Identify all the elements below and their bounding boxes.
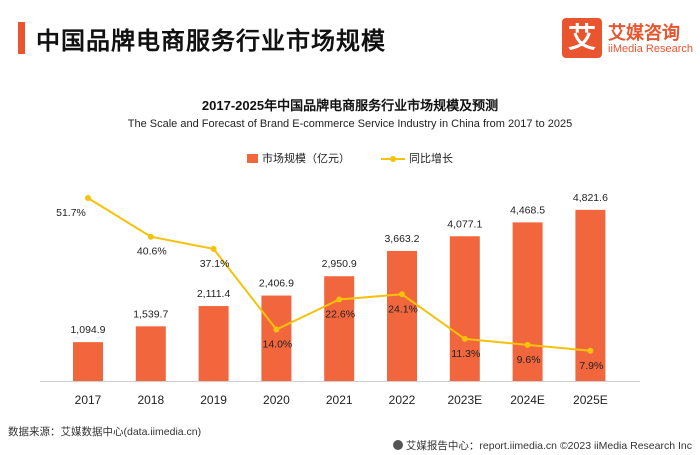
bar-2023E [449,236,480,381]
page-title: 中国品牌电商服务行业市场规模 [36,28,386,55]
x-tick-label: 2019 [200,393,227,407]
growth-point-2019 [210,245,217,252]
title-accent-bar [18,22,25,54]
growth-value-label: 51.7% [56,207,86,219]
data-source-note: 数据来源：艾媒数据中心(data.iimedia.cn) [8,426,202,438]
x-tick-label: 2025E [573,393,608,407]
title-bar: 中国品牌电商服务行业市场规模 艾 艾媒咨询 iiMedia Research [0,0,700,78]
legend-line-swatch-icon [381,154,406,163]
bar-2018 [135,326,166,381]
bar-2017 [73,342,103,381]
report-center-footer: 艾媒报告中心：report.iimedia.cn ©2023 iiMedia R… [392,438,692,453]
growth-value-label: 7.9% [579,360,603,372]
bar-2022 [387,250,417,381]
bar-2021 [324,276,355,381]
bar-2019 [198,306,229,381]
bar-2024E [512,222,543,381]
chart-legend: 市场规模（亿元） 同比增长 [0,150,700,166]
report-center-icon [392,440,403,450]
bar-value-label: 2,111.4 [197,288,231,300]
growth-point-2024E [524,341,531,348]
x-tick-label: 2022 [389,393,416,407]
growth-value-label: 40.6% [137,246,167,258]
bar-value-label: 2,406.9 [259,278,294,290]
bar-value-label: 4,077.1 [447,218,482,230]
growth-value-label: 14.0% [263,339,293,351]
growth-value-label: 9.6% [517,354,541,366]
x-tick-label: 2018 [137,393,164,407]
report-center-text: 艾媒报告中心：report.iimedia.cn ©2023 iiMedia R… [405,440,692,452]
bar-value-label: 3,663.2 [384,233,419,245]
growth-value-label: 11.3% [451,348,480,360]
growth-value-label: 24.1% [388,303,418,315]
legend-bar-label: 市场规模（亿元） [261,153,350,165]
growth-point-2022 [399,291,405,298]
legend-item-line: 同比增长 [381,150,453,166]
bar-value-label: 4,821.6 [573,192,608,204]
x-tick-label: 2020 [263,393,290,407]
bar-value-label: 1,094.9 [70,324,105,336]
legend-bar-swatch-icon [246,154,258,163]
iimedia-logo: 艾 艾媒咨询 iiMedia Research [562,18,693,62]
bar-value-label: 4,468.5 [510,204,545,216]
growth-value-label: 22.6% [325,309,355,321]
x-tick-label: 2021 [326,393,353,407]
chart-title: 2017-2025年中国品牌电商服务行业市场规模及预测 [201,98,499,113]
legend-item-bar: 市场规模（亿元） [246,150,350,166]
bar-value-label: 2,950.9 [322,258,357,270]
logo-mark-icon: 艾 [562,18,602,58]
chart-subtitle: The Scale and Forecast of Brand E-commer… [127,118,573,130]
x-tick-label: 2017 [75,393,102,407]
logo-cn-text: 艾媒咨询 [608,23,680,43]
chart-plot: 1,094.9 2017 1,539.7 2018 2,111.4 2019 2,406.9… [40,192,640,407]
growth-value-label: 37.1% [200,258,230,270]
x-tick-label: 2023E [447,393,482,407]
logo-en-text: iiMedia Research [608,43,693,55]
bar-value-label: 1,539.7 [133,308,168,320]
growth-point-2023E [461,335,468,342]
growth-point-2025E [587,347,594,354]
growth-point-2018 [147,233,154,240]
bar-2025E [575,209,606,381]
bar-2020 [261,295,292,381]
legend-line-label: 同比增长 [409,153,454,165]
growth-point-2017 [85,195,91,201]
growth-point-2020 [273,326,280,333]
growth-point-2021 [336,296,343,303]
x-tick-label: 2024E [510,393,545,407]
